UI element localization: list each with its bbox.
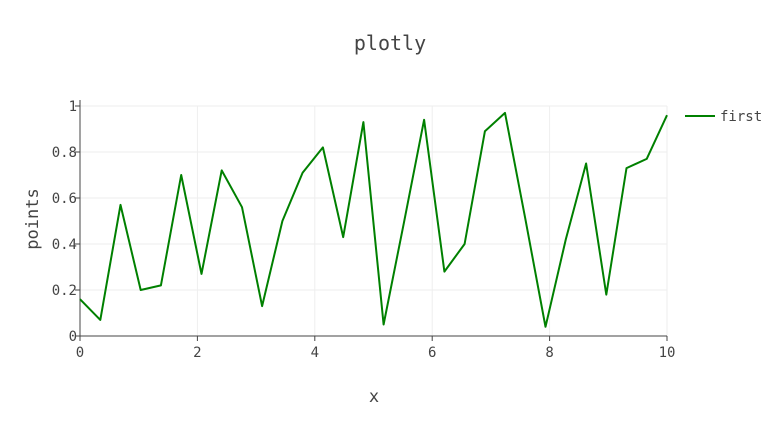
x-tick-label: 6 <box>428 345 436 361</box>
x-tick-label: 4 <box>311 345 319 361</box>
y-tick-label: 0.8 <box>52 145 77 161</box>
y-axis-label: points <box>23 188 43 249</box>
legend-item[interactable]: first <box>685 109 762 125</box>
series-layer <box>79 111 668 328</box>
x-tick-label: 2 <box>193 345 201 361</box>
chart-title: plotly <box>354 31 426 55</box>
series-first <box>79 111 668 328</box>
x-tick-label: 8 <box>545 345 553 361</box>
x-tick-label: 10 <box>659 345 676 361</box>
axes: 0 2 4 6 8 10 0 0.2 0.4 0.6 0.8 1 <box>52 99 676 361</box>
y-tick-label: 0.4 <box>52 237 77 253</box>
x-axis-label: x <box>369 387 379 407</box>
series-line[interactable] <box>79 111 668 328</box>
x-tick-label: 0 <box>76 345 84 361</box>
y-tick-label: 0.2 <box>52 283 77 299</box>
y-tick-label: 0 <box>69 329 77 345</box>
legend[interactable]: first <box>685 109 762 125</box>
y-tick-label: 1 <box>69 99 77 115</box>
y-tick-label: 0.6 <box>52 191 77 207</box>
legend-label: first <box>720 109 762 125</box>
